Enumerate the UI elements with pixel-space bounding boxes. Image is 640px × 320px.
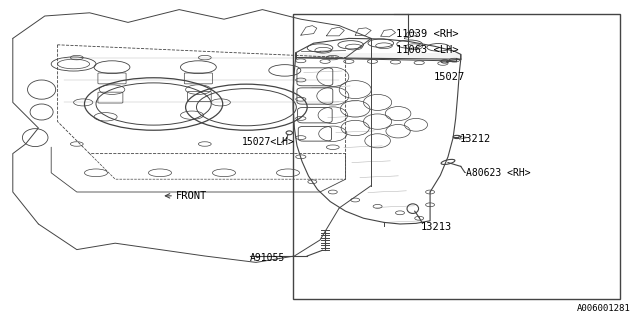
Text: A91055: A91055 bbox=[250, 252, 285, 263]
Text: A80623 <RH>: A80623 <RH> bbox=[466, 168, 531, 178]
Text: 15027: 15027 bbox=[434, 72, 465, 82]
Text: 13212: 13212 bbox=[460, 134, 491, 144]
Text: 11039 <RH>: 11039 <RH> bbox=[396, 28, 458, 39]
Text: FRONT: FRONT bbox=[176, 191, 207, 201]
Text: 13213: 13213 bbox=[421, 222, 452, 232]
Bar bbox=[293, 14, 620, 299]
Text: 11063 <LH>: 11063 <LH> bbox=[396, 44, 458, 55]
Text: A006001281: A006001281 bbox=[577, 304, 630, 313]
Text: 15027<LH>: 15027<LH> bbox=[242, 137, 295, 148]
